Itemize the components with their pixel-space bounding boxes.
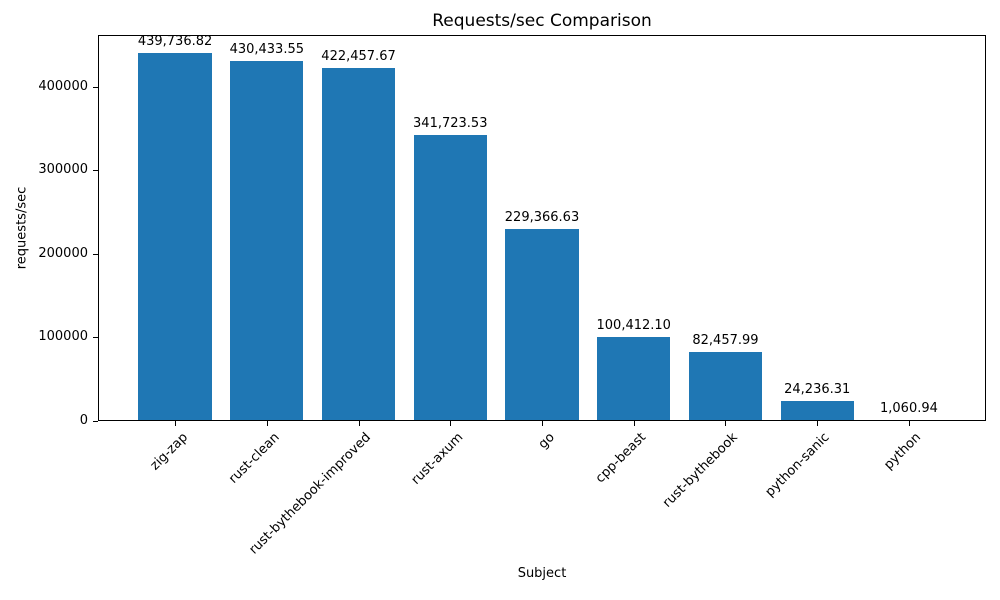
x-tick-label-text: python bbox=[881, 430, 925, 473]
bar-value-label: 430,433.55 bbox=[229, 42, 304, 58]
y-tick-mark bbox=[93, 254, 98, 255]
bar-rust-clean bbox=[230, 61, 304, 421]
x-tick-label-text: cpp-beast bbox=[593, 430, 650, 487]
bar-python-sanic bbox=[780, 400, 854, 421]
bar-rust-bythebook bbox=[688, 352, 763, 421]
y-tick-label: 100000 bbox=[38, 329, 88, 344]
x-tick-label-text: go bbox=[535, 430, 558, 453]
x-tick-mark bbox=[542, 421, 543, 426]
x-tick-label-text: rust-clean bbox=[225, 430, 283, 487]
x-axis-label: Subject bbox=[517, 566, 567, 581]
y-tick-label: 400000 bbox=[38, 79, 88, 94]
bar-value-label: 24,236.31 bbox=[784, 381, 851, 397]
bar-value-label: 1,060.94 bbox=[879, 401, 938, 416]
bar-go bbox=[505, 229, 579, 421]
plot-area: 439,736.82 430,433.55 422,457.67 341,723.53… bbox=[98, 34, 986, 421]
y-tick-label: 200000 bbox=[38, 246, 88, 261]
bar-rust-axum bbox=[413, 135, 487, 421]
x-tick-label-text: python-sanic bbox=[762, 430, 833, 500]
x-tick-mark bbox=[908, 421, 910, 426]
x-tick-mark bbox=[358, 421, 360, 426]
x-tick-mark bbox=[450, 421, 452, 426]
x-tick-label-text: zig-zap bbox=[147, 430, 191, 474]
x-tick-label-text: rust-axum bbox=[408, 430, 466, 488]
y-tick-mark bbox=[93, 170, 98, 171]
x-tick-mark bbox=[725, 421, 727, 426]
y-tick-label: 0 bbox=[79, 413, 88, 428]
bar-zig-zap bbox=[138, 53, 212, 421]
bar-value-label: 439,736.82 bbox=[137, 34, 213, 50]
bar-value-label: 100,412.10 bbox=[596, 318, 671, 334]
y-tick-mark bbox=[93, 421, 98, 422]
bar-value-label: 229,366.63 bbox=[504, 210, 580, 226]
chart-title: Requests/sec Comparison bbox=[432, 11, 652, 31]
x-tick-mark bbox=[817, 421, 819, 426]
y-tick-mark bbox=[93, 87, 98, 88]
x-tick-label-text: rust-bythebook bbox=[660, 430, 742, 511]
bar-rust-bythebook-improved bbox=[321, 67, 396, 421]
x-tick-mark bbox=[633, 421, 635, 426]
x-tick-mark bbox=[175, 421, 177, 426]
y-tick-mark bbox=[93, 337, 98, 338]
bar-value-label: 341,723.53 bbox=[413, 116, 488, 132]
bar-value-label: 82,457.99 bbox=[692, 333, 759, 349]
bar-cpp-beast bbox=[597, 337, 671, 421]
bar-value-label: 422,457.67 bbox=[321, 48, 396, 64]
x-tick-mark bbox=[266, 421, 268, 426]
y-tick-label: 300000 bbox=[38, 162, 88, 177]
